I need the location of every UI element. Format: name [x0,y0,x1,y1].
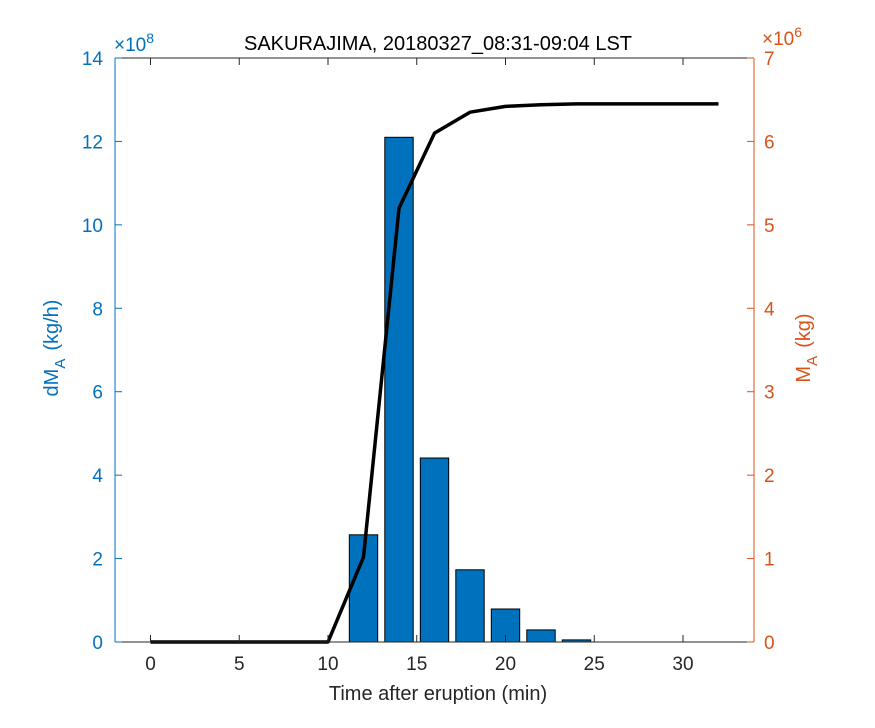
x-tick-label: 10 [317,654,338,675]
left-y-tick-label: 6 [92,383,103,404]
x-axis-label: Time after eruption (min) [329,683,547,705]
left-exponent-power: 8 [146,30,154,46]
right-y-tick-label: 2 [764,466,775,487]
left-y-tick-label: 8 [92,299,103,320]
left-axis-exponent: ×108 [114,30,154,56]
left-y-tick-label: 0 [92,633,103,654]
left-y-tick-label: 12 [82,132,103,153]
right-y-tick-label: 3 [764,383,775,404]
left-y-label-sub: A [52,359,69,369]
right-y-label-sub: A [804,356,821,366]
right-y-tick-label: 7 [764,49,775,70]
x-tick-label: 30 [672,654,693,675]
left-y-tick-label: 2 [92,550,103,571]
x-tick-label: 25 [584,654,605,675]
right-y-tick-label: 4 [764,299,775,320]
left-y-tick-label: 14 [82,49,104,70]
right-y-tick-label: 6 [764,132,775,153]
right-exponent-prefix: ×10 [762,29,794,50]
right-y-label-unit: (kg) [793,313,815,347]
x-tick-label: 0 [145,654,156,675]
bar-dMA [526,629,556,643]
right-axis-exponent: ×106 [762,24,802,50]
right-exponent-power: 6 [794,24,802,40]
left-y-label-unit: (kg/h) [41,300,63,351]
right-y-axis-label: MA (kg) [793,313,821,382]
left-y-tick-label: 4 [92,466,103,487]
x-tick-label: 20 [495,654,516,675]
chart-title: SAKURAJIMA, 20180327_08:31-09:04 LST [244,33,632,55]
x-tick-label: 5 [234,654,245,675]
right-y-tick-label: 0 [764,633,775,654]
left-y-label-main: dM [41,369,63,397]
bar-dMA [455,569,485,643]
x-tick-label: 15 [406,654,427,675]
right-y-tick-label: 1 [764,550,775,571]
right-y-tick-label: 5 [764,216,775,237]
right-y-label-main: M [793,366,815,383]
bar-dMA [419,457,450,643]
left-exponent-prefix: ×10 [114,35,146,56]
left-y-tick-label: 10 [82,216,103,237]
left-y-axis-label: dMA (kg/h) [41,300,69,397]
plot-area [115,58,754,643]
